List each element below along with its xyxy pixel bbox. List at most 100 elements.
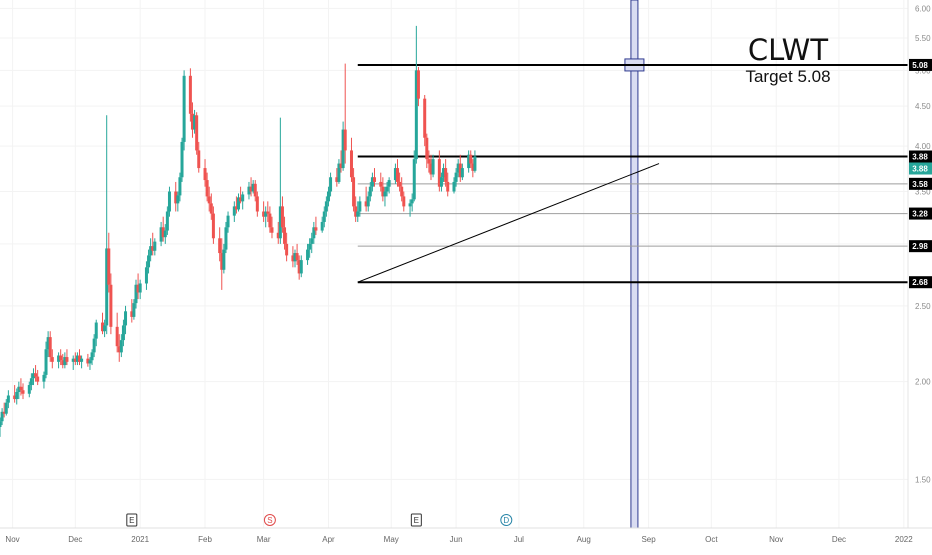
candle-body	[29, 378, 33, 386]
candle-body	[255, 196, 259, 212]
candle-body	[308, 243, 312, 250]
candle-body	[264, 211, 268, 217]
candle-body	[423, 98, 427, 138]
candle-body	[205, 180, 209, 197]
price-level-label: 3.58	[912, 180, 928, 189]
event-label: E	[414, 516, 419, 525]
vertical-marker-band[interactable]	[630, 0, 639, 529]
candle-body	[90, 352, 94, 361]
candle-body	[65, 357, 69, 362]
candle-body	[178, 177, 182, 196]
candle-body	[291, 255, 295, 262]
price-tick-label: 6.00	[915, 4, 931, 13]
candle-body	[366, 196, 370, 207]
earnings-marker	[126, 513, 138, 527]
candle-body	[73, 358, 77, 362]
candle-body	[61, 360, 65, 366]
candle-body	[297, 260, 301, 274]
candle-body	[352, 177, 356, 207]
candle-body	[50, 357, 54, 362]
candle-body	[165, 211, 169, 231]
time-tick-label: Apr	[322, 535, 335, 544]
vertical-marker[interactable]	[624, 0, 645, 529]
candle-body	[46, 337, 50, 350]
candle-body	[119, 340, 123, 353]
candle-body	[117, 346, 121, 353]
candle-body	[270, 227, 274, 233]
time-tick-label: Aug	[577, 535, 591, 544]
annotation-block[interactable]: CLWT Target 5.08	[745, 33, 830, 86]
candle-body	[343, 129, 347, 151]
candle-body	[161, 227, 165, 238]
candle-body	[174, 191, 178, 204]
candle-body	[27, 385, 31, 394]
candle-body	[2, 411, 6, 414]
candle-body	[78, 355, 82, 362]
candle-body	[0, 421, 2, 428]
candle-body	[163, 230, 167, 238]
candle-body	[121, 325, 125, 341]
candle-body	[341, 129, 345, 169]
price-level-badge	[909, 58, 932, 71]
candle-body	[222, 249, 226, 270]
candle-body	[124, 311, 128, 326]
candle-body	[180, 141, 184, 178]
time-tick-label: Mar	[257, 535, 271, 544]
candle-body	[59, 355, 63, 361]
candle-body	[339, 163, 343, 169]
candle-body	[42, 374, 46, 382]
candle-body	[153, 241, 157, 251]
candle-body	[306, 249, 310, 261]
price-tick-label: 1.50	[915, 475, 931, 484]
price-level-badge	[909, 276, 932, 289]
candle-body	[262, 211, 266, 217]
candle-body	[94, 322, 98, 339]
candle-body	[211, 213, 215, 239]
candle-body	[48, 337, 52, 358]
candle-body	[324, 201, 328, 212]
price-level-label: 5.08	[912, 61, 928, 70]
candle-body	[241, 194, 245, 202]
candle-body	[176, 195, 180, 204]
candle-body	[295, 253, 299, 261]
price-level-label: 2.68	[912, 278, 928, 287]
candle-body	[460, 168, 464, 178]
candle-body	[197, 150, 201, 169]
candle-body	[444, 168, 448, 182]
time-axis[interactable]: Nov Dec 2021 Feb Mar Apr May Jun Jul Aug Sep Oct Nov…	[0, 527, 932, 544]
price-tick-label: 3.50	[915, 188, 931, 197]
candle-body	[310, 238, 314, 244]
time-tick-label: Dec	[832, 535, 846, 544]
price-level-label: 3.88	[912, 152, 928, 161]
ticker-title: CLWT	[748, 33, 828, 67]
candle-body	[320, 221, 324, 231]
candle-body	[400, 186, 404, 197]
candle-body	[471, 163, 475, 171]
candle-body	[149, 246, 153, 256]
candle-body	[57, 355, 61, 362]
candle-body	[396, 168, 400, 182]
candle-body	[458, 163, 462, 178]
candle-body	[75, 355, 79, 362]
candle-body	[299, 260, 303, 274]
candle-body	[226, 215, 230, 228]
candle-body	[19, 386, 23, 391]
candle-body	[182, 75, 186, 142]
candle-body	[103, 325, 107, 332]
candle-series	[0, 25, 477, 437]
candle-body	[452, 181, 456, 192]
candle-body	[17, 386, 21, 392]
price-axis[interactable]: 1.502.002.503.003.504.004.505.005.506.00…	[907, 0, 932, 528]
candle-body	[312, 227, 316, 239]
candle-body	[224, 227, 228, 250]
candle-body	[437, 159, 441, 187]
candle-body	[266, 211, 270, 214]
price-level-label: 2.98	[912, 242, 928, 251]
candle-body	[431, 159, 435, 175]
candle-body	[71, 358, 75, 362]
time-tick-label: Nov	[769, 535, 783, 544]
candle-body	[329, 177, 333, 192]
candle-body	[132, 303, 136, 317]
